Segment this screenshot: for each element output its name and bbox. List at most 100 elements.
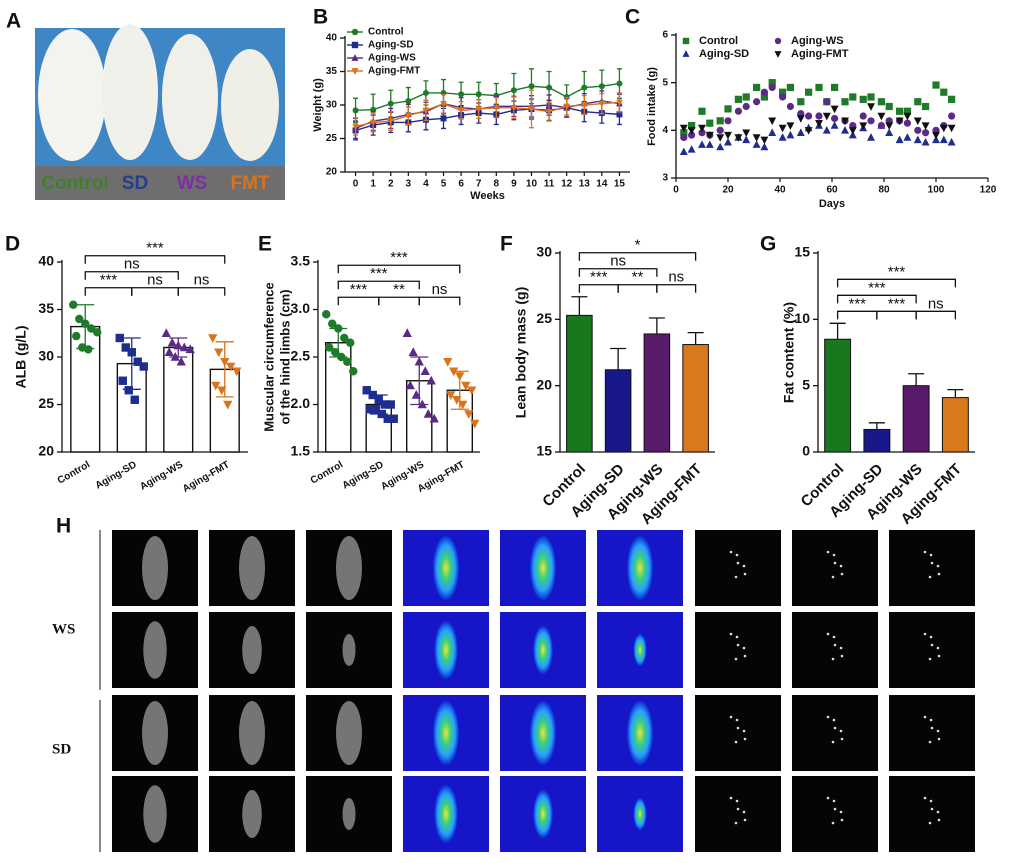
marker: [423, 408, 433, 418]
significance-label: ***: [868, 279, 886, 296]
row-label: SD: [52, 741, 71, 757]
y-tick-label: 20: [536, 376, 552, 392]
y-tick-label: 10: [794, 310, 810, 326]
marker: [387, 100, 394, 107]
error-bar: [450, 370, 469, 410]
y-axis-title: Fat content (%): [781, 302, 797, 403]
marker: [217, 386, 227, 396]
x-tick-label: 60: [826, 185, 838, 196]
marker: [420, 366, 430, 376]
scan-spot: [826, 796, 830, 800]
marker: [815, 119, 823, 128]
significance-bracket: [337, 264, 461, 274]
scan-spot: [734, 575, 738, 579]
bar: [643, 333, 671, 453]
x-tick-label: Aging-SD: [94, 459, 139, 491]
legend-label: Aging-FMT: [791, 48, 849, 60]
significance-bracket: [617, 284, 658, 293]
marker: [161, 328, 171, 338]
scan-spot: [928, 740, 932, 744]
marker: [164, 347, 174, 357]
x-tick-label: Aging-SD: [341, 459, 386, 491]
marker: [214, 348, 224, 358]
scan-spot: [937, 818, 941, 822]
scan-body: [242, 790, 262, 838]
y-tick-label: 20: [38, 443, 54, 459]
marker: [877, 98, 885, 106]
scan-spot: [735, 635, 739, 639]
scan-spot: [833, 643, 837, 647]
scan-spot: [742, 810, 746, 814]
scan-image: [695, 695, 781, 771]
marker: [352, 107, 359, 114]
y-tick-label: 30: [536, 244, 552, 260]
scan-spot: [930, 643, 934, 647]
y-tick-label: 5: [802, 376, 810, 392]
marker: [87, 324, 96, 333]
scan-spot: [735, 553, 739, 557]
marker: [804, 127, 813, 135]
panel-letter: G: [760, 233, 776, 256]
scan-spot: [937, 737, 941, 741]
marker: [796, 115, 805, 123]
significance-label: ***: [370, 265, 388, 282]
panel-letter: A: [6, 10, 21, 33]
y-tick-label: 40: [38, 253, 54, 269]
marker: [687, 127, 696, 135]
marker: [563, 103, 570, 110]
photo-label: Control: [41, 173, 109, 194]
scan-spot: [832, 799, 836, 803]
significance-label: *: [635, 237, 641, 254]
marker: [351, 68, 359, 75]
marker: [698, 129, 706, 137]
x-tick-label: 40: [774, 185, 786, 196]
significance-label: ***: [888, 263, 906, 280]
marker: [598, 100, 606, 108]
marker: [405, 113, 412, 120]
y-axis-title: Lean body mass (g): [513, 287, 529, 418]
marker: [72, 331, 81, 341]
y-axis-title: of the hind limbs (cm): [277, 289, 292, 424]
marker: [734, 134, 743, 142]
scan-spot: [729, 550, 733, 554]
scan-image: [695, 776, 781, 852]
marker: [546, 84, 553, 91]
marker: [580, 102, 588, 109]
marker: [118, 376, 127, 385]
error-bar: [908, 373, 925, 386]
y-tick-label: 2.0: [291, 395, 311, 411]
legend-label: Aging-SD: [699, 48, 749, 60]
scan-spot: [929, 799, 933, 803]
scan-spot: [930, 807, 934, 811]
marker: [742, 102, 750, 111]
significance-bracket: [337, 296, 380, 306]
marker: [705, 131, 714, 140]
x-tick-label: 7: [476, 179, 482, 190]
marker: [779, 88, 787, 96]
scan-spot: [936, 729, 940, 733]
marker: [805, 112, 813, 120]
marker: [716, 117, 724, 125]
y-tick-label: 35: [326, 66, 338, 77]
y-tick-label: 2.5: [291, 348, 311, 364]
bar: [824, 338, 852, 453]
y-tick-label: 40: [326, 33, 338, 44]
significance-bracket: [131, 287, 179, 296]
significance-label: ***: [590, 269, 608, 286]
marker: [768, 79, 776, 87]
significance-label: **: [393, 281, 405, 298]
marker: [849, 93, 857, 101]
marker: [167, 337, 177, 347]
scan-spot: [839, 810, 843, 814]
scan-spot: [839, 646, 843, 650]
scan-spot: [832, 635, 836, 639]
line: [355, 101, 620, 128]
marker: [752, 134, 761, 142]
significance-label: ns: [668, 269, 684, 286]
significance-bracket: [177, 287, 226, 296]
marker: [426, 375, 436, 385]
marker: [422, 89, 429, 96]
scan-image: [792, 695, 878, 771]
significance-label: ns: [432, 281, 448, 298]
